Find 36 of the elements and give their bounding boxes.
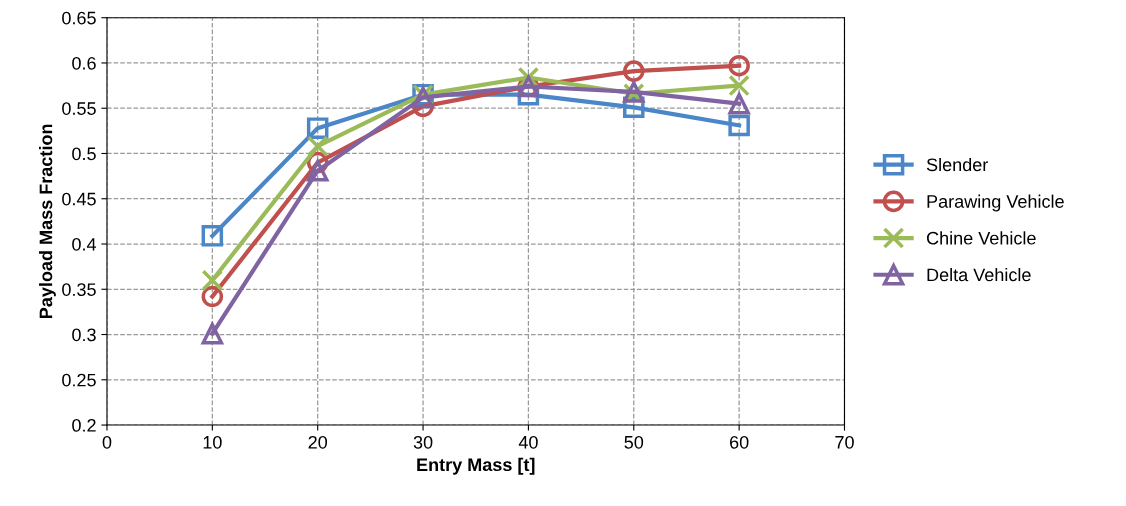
x-tick-label: 0	[102, 435, 112, 449]
y-axis-title: Payload Mass Fraction	[39, 124, 56, 318]
point	[306, 117, 329, 139]
y-tick-label: 0.2	[72, 418, 96, 432]
x-tick-label: 50	[624, 435, 644, 449]
point	[201, 322, 224, 345]
x-tick-label: 20	[308, 435, 328, 449]
point	[201, 269, 224, 291]
point	[201, 285, 224, 308]
legend-label: Chine Vehicle	[926, 231, 1036, 245]
point	[306, 159, 329, 182]
point	[623, 60, 645, 82]
point	[728, 74, 750, 97]
x-tick-label: 70	[835, 435, 854, 449]
point	[728, 114, 750, 137]
y-tick-label: 0.65	[62, 11, 96, 25]
y-tick-label: 0.45	[62, 192, 96, 206]
y-tick-label: 0.3	[72, 328, 96, 342]
legend-label: Slender	[926, 157, 988, 172]
point	[201, 225, 224, 247]
x-tick-label: 10	[203, 435, 222, 449]
point	[728, 54, 750, 77]
legend-label: Delta Vehicle	[927, 268, 1031, 282]
y-tick-label: 0.55	[62, 102, 96, 115]
y-tick-label: 0.25	[62, 373, 96, 387]
x-tick-label: 30	[413, 435, 433, 449]
y-tick-label: 0.5	[72, 147, 96, 161]
point	[306, 135, 329, 158]
legend-label: Parawing Vehicle	[927, 194, 1064, 212]
point	[728, 92, 750, 115]
x-tick-label: 60	[730, 435, 749, 449]
x-tick-label: 40	[518, 435, 538, 449]
x-axis-title: Entry Mass [t]	[417, 457, 535, 475]
y-tick-label: 0.4	[72, 237, 97, 251]
y-tick-label: 0.6	[72, 56, 96, 70]
y-tick-label: 0.35	[62, 283, 96, 296]
